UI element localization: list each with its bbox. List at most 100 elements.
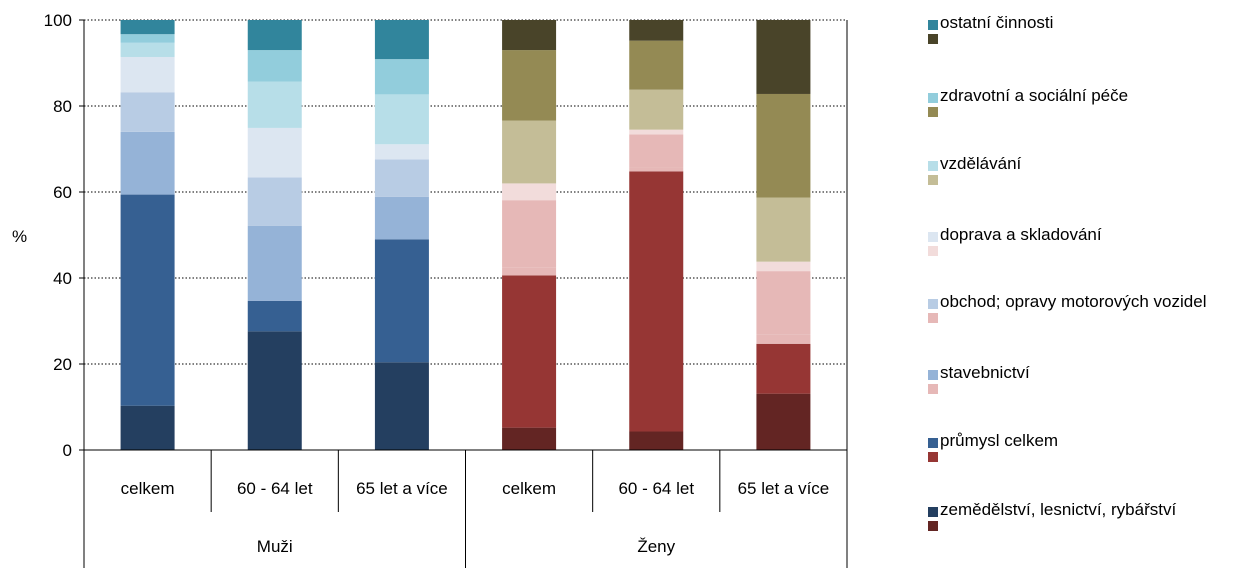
bar-segment (502, 183, 557, 201)
bar-segment (629, 129, 684, 135)
bar-segment (756, 20, 811, 94)
legend-swatch-women (928, 246, 938, 256)
legend-row-men: zdravotní a sociální péče (928, 87, 1242, 105)
legend-row-men: vzdělávání (928, 155, 1242, 173)
y-tick-label: 0 (63, 441, 72, 460)
bar-segment (502, 267, 557, 276)
bar-segment (629, 89, 684, 130)
legend-label: zemědělství, lesnictví, rybářství (940, 500, 1177, 519)
bar-segment (629, 167, 684, 172)
bar-segment (247, 20, 302, 51)
bar-segment (756, 393, 811, 450)
bar-segment (502, 275, 557, 428)
legend-label: stavebnictví (940, 363, 1030, 382)
bar-segment (502, 20, 557, 51)
bar-segment (374, 94, 429, 145)
legend-entry: obchod; opravy motorových vozidel (928, 293, 1242, 323)
category-label: 60 - 64 let (618, 479, 694, 498)
legend-swatch-men (928, 438, 938, 448)
legend-swatch-men (928, 507, 938, 517)
bar-segment (756, 93, 811, 198)
legend-swatch-men (928, 370, 938, 380)
legend-row-men: zemědělství, lesnictví, rybářství (928, 501, 1242, 519)
bar-segment (247, 50, 302, 82)
bar-segment (120, 131, 175, 195)
legend-label: vzdělávání (940, 154, 1022, 173)
legend-swatch-men (928, 20, 938, 30)
legend-swatch-women (928, 452, 938, 462)
category-label: celkem (502, 479, 556, 498)
legend-swatch-women (928, 384, 938, 394)
y-tick-label: 20 (53, 355, 72, 374)
bar-segment (374, 59, 429, 95)
bar-segment (374, 196, 429, 240)
bar-segment (374, 239, 429, 363)
bar-segment (629, 171, 684, 432)
bar-segment (374, 362, 429, 450)
bar-segment (629, 40, 684, 90)
category-label: celkem (121, 479, 175, 498)
legend-label: doprava a skladování (940, 225, 1102, 244)
legend-entry: zdravotní a sociální péče (928, 87, 1242, 117)
bar-segment (120, 405, 175, 450)
bar-segment (629, 134, 684, 168)
y-tick-label: 100 (44, 11, 72, 30)
legend-entry: zemědělství, lesnictví, rybářství (928, 501, 1242, 531)
legend-swatch-men (928, 299, 938, 309)
bar-segment (756, 343, 811, 394)
legend-swatch-women (928, 107, 938, 117)
bar-segment (502, 427, 557, 450)
y-tick-label: 40 (53, 269, 72, 288)
bar-segment (756, 271, 811, 335)
legend-entry: stavebnictví (928, 364, 1242, 394)
legend: ostatní činnosti zdravotní a sociální péč… (928, 0, 1242, 568)
group-label: Ženy (637, 537, 675, 556)
legend-row-men: ostatní činnosti (928, 14, 1242, 32)
legend-label: ostatní činnosti (940, 13, 1054, 32)
category-label: 65 let a více (738, 479, 830, 498)
category-label: 65 let a více (356, 479, 448, 498)
legend-entry: vzdělávání (928, 155, 1242, 185)
bar-segment (247, 127, 302, 178)
bar-segment (629, 431, 684, 450)
legend-swatch-women (928, 175, 938, 185)
bar-segment (120, 194, 175, 406)
legend-row-men: doprava a skladování (928, 226, 1242, 244)
bar-segment (247, 300, 302, 332)
bar-segment (756, 261, 811, 272)
legend-label: obchod; opravy motorových vozidel (940, 292, 1207, 311)
y-tick-label: 60 (53, 183, 72, 202)
bar-segment (120, 20, 175, 35)
legend-entry: doprava a skladování (928, 226, 1242, 256)
legend-row-men: stavebnictví (928, 364, 1242, 382)
axes: 0 20 40 60 80 100 celkem 60 - 64 let 65 let a ví… (44, 11, 848, 568)
bar-segment (247, 225, 302, 301)
bar-segment (247, 177, 302, 226)
y-axis-label: % (12, 227, 27, 246)
stacked-bar-chart: 0 20 40 60 80 100 celkem 60 - 64 let 65 let a ví… (12, 11, 848, 568)
bar-segment (629, 20, 684, 41)
bar-segment (120, 34, 175, 43)
legend-swatch-men (928, 232, 938, 242)
bar-segment (502, 50, 557, 121)
legend-row-men: obchod; opravy motorových vozidel (928, 293, 1242, 311)
bar-segment (374, 159, 429, 197)
bar-segment (374, 20, 429, 60)
legend-label: průmysl celkem (940, 431, 1059, 450)
legend-swatch-women (928, 313, 938, 323)
bar-segment (120, 56, 175, 93)
legend-swatch-men (928, 93, 938, 103)
bar-segment (247, 81, 302, 128)
bar-segment (502, 120, 557, 184)
legend-swatch-men (928, 161, 938, 171)
bar-segment (374, 144, 429, 160)
category-label: 60 - 64 let (237, 479, 313, 498)
bar-segment (120, 42, 175, 57)
legend-entry: průmysl celkem (928, 432, 1242, 462)
bars (120, 20, 811, 450)
legend-row-men: průmysl celkem (928, 432, 1242, 450)
legend-label: zdravotní a sociální péče (940, 86, 1129, 105)
group-label: Muži (257, 537, 293, 556)
bar-segment (756, 197, 811, 262)
legend-swatch-women (928, 521, 938, 531)
